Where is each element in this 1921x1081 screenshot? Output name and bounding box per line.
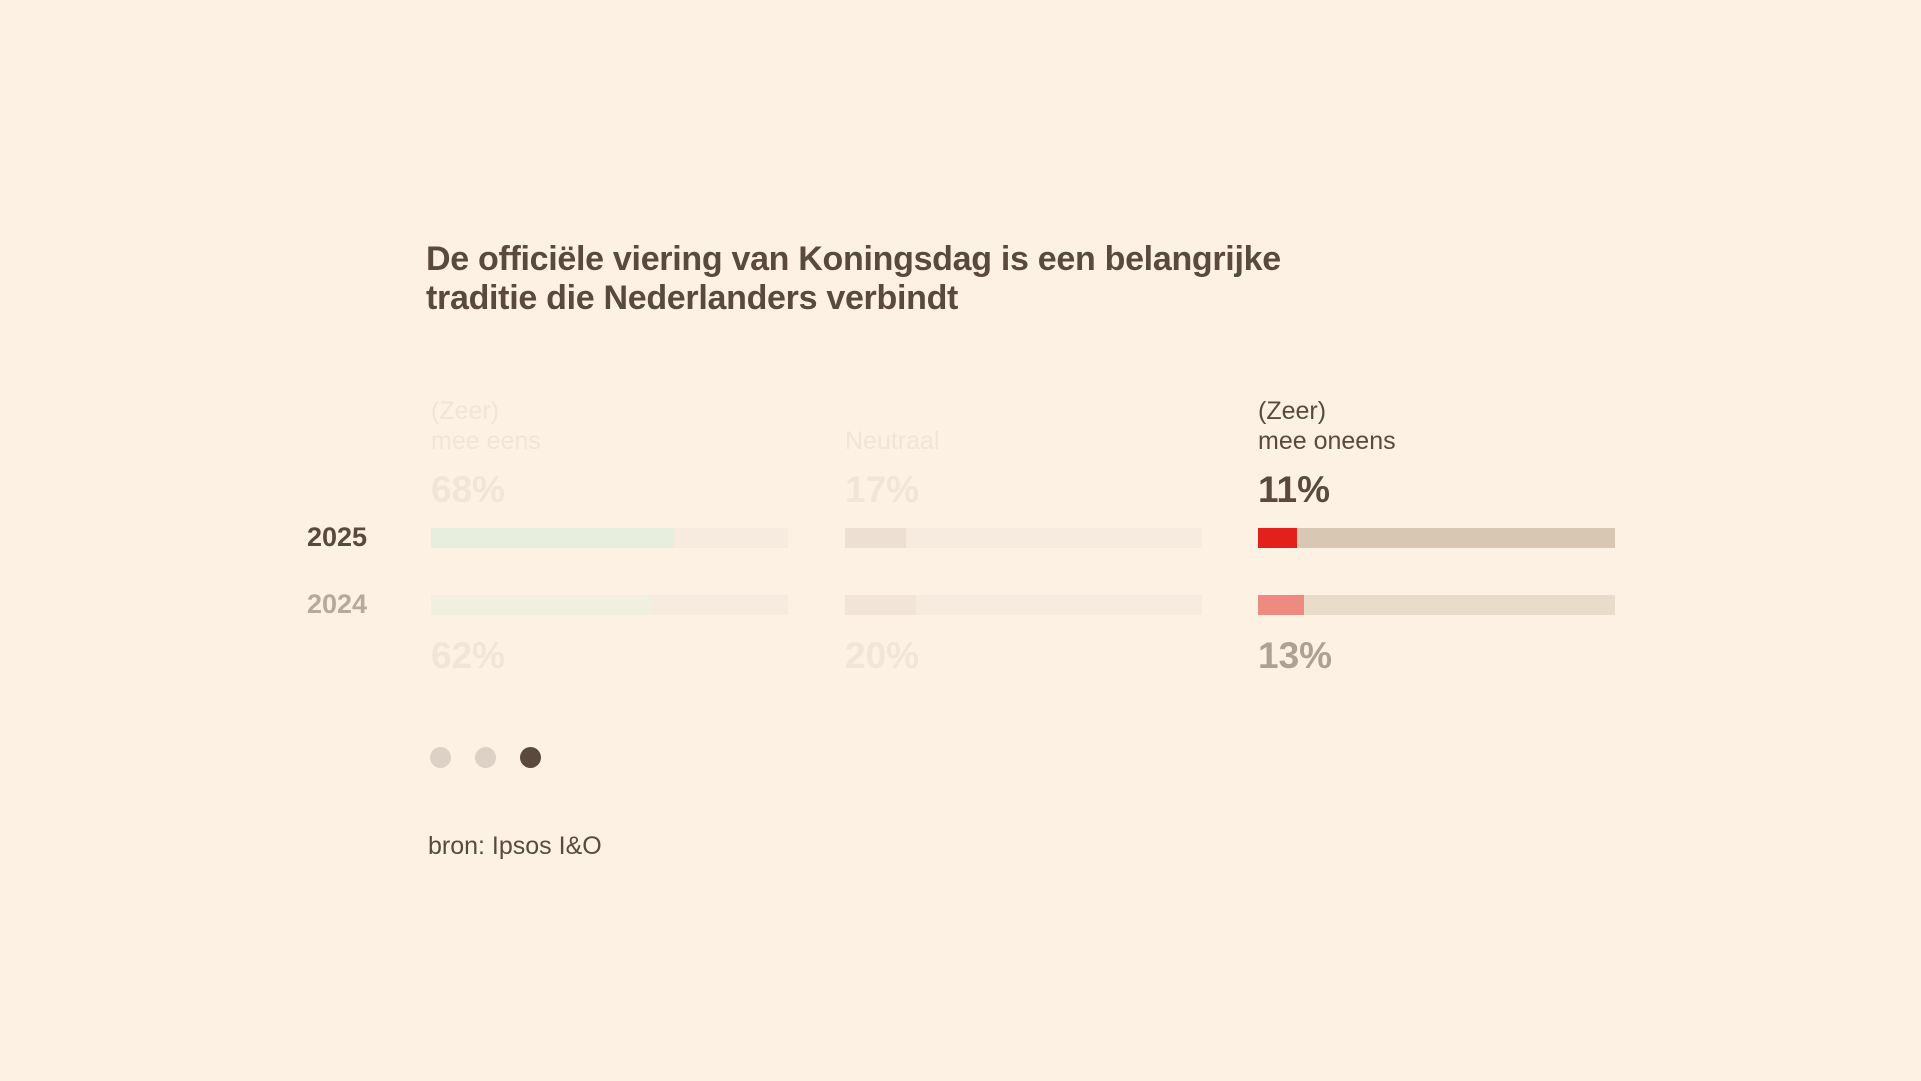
bar-2024-agree	[431, 595, 653, 615]
pagination-dot-3[interactable]	[520, 747, 541, 768]
bar-track-2024-agree	[431, 595, 788, 615]
value-label-2025-neutral: 17%	[845, 469, 920, 510]
value-label-2025-agree: 68%	[431, 469, 506, 510]
category-label-agree: (Zeer) mee eens	[431, 397, 541, 455]
chart-title: De officiële viering van Koningsdag is e…	[426, 240, 1281, 317]
category-label-neutral: Neutraal	[845, 427, 940, 455]
bar-track-2024-neutral	[845, 595, 1202, 615]
pagination-dot-2[interactable]	[475, 747, 496, 768]
bar-track-2024-disagree	[1258, 595, 1615, 615]
bar-track-2025-disagree	[1258, 528, 1615, 548]
bar-track-2025-neutral	[845, 528, 1202, 548]
bar-2025-agree	[431, 528, 674, 548]
pagination-dot-1[interactable]	[430, 747, 451, 768]
value-label-2025-disagree: 11%	[1258, 469, 1331, 510]
year-label-2025: 2025	[307, 522, 368, 552]
value-label-2024-disagree: 13%	[1258, 635, 1333, 676]
category-label-disagree: (Zeer) mee oneens	[1258, 397, 1396, 455]
bar-track-2025-agree	[431, 528, 788, 548]
bar-2024-disagree	[1258, 595, 1305, 615]
bar-2024-neutral	[845, 595, 917, 615]
year-label-2024: 2024	[307, 589, 368, 619]
value-label-2024-neutral: 20%	[845, 635, 920, 676]
bar-2025-neutral	[845, 528, 906, 548]
value-label-2024-agree: 62%	[431, 635, 506, 676]
source-note: bron: Ipsos I&O	[428, 832, 602, 860]
bar-2025-disagree	[1258, 528, 1298, 548]
